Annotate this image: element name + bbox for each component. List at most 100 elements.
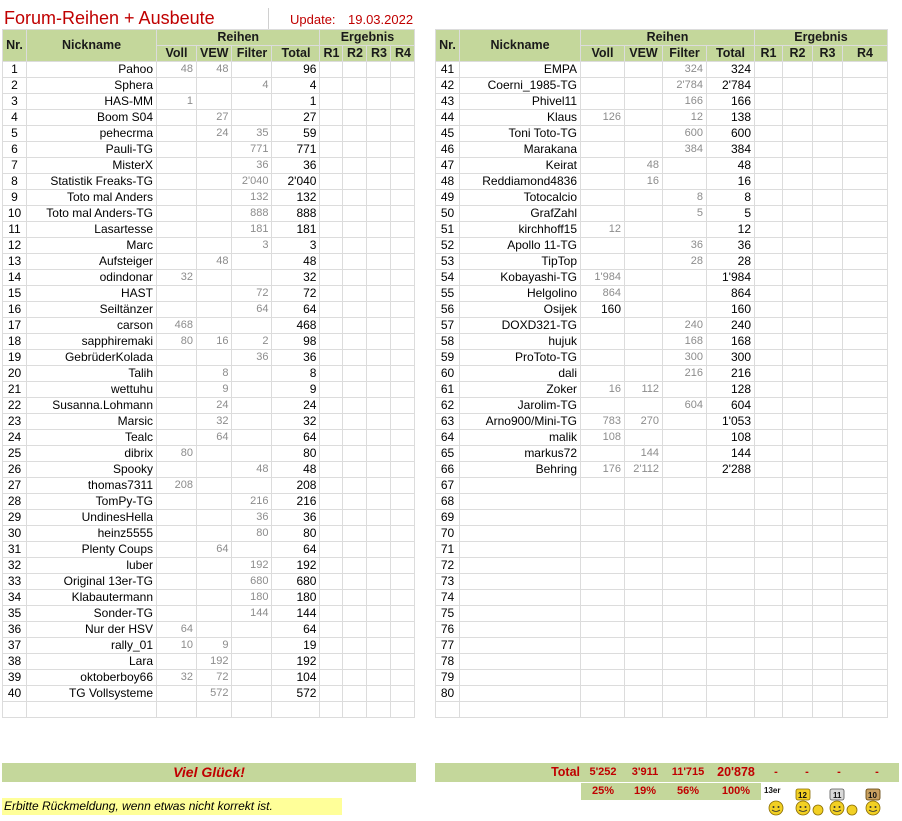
row-voll — [580, 477, 625, 494]
row-vew — [624, 365, 663, 382]
row-r4 — [390, 253, 416, 270]
row-nickname: Apollo 11-TG — [459, 237, 581, 254]
left-table: Nr. Nickname Reihen Ergebnis Voll VEW Fi… — [2, 29, 416, 718]
table-row: 30 heinz5555 80 80 — [2, 525, 416, 542]
row-nickname: Klaus — [459, 109, 581, 126]
row-r1 — [319, 365, 344, 382]
row-vew — [195, 205, 233, 222]
row-vew — [624, 685, 663, 702]
row-vew — [624, 205, 663, 222]
row-r1 — [319, 605, 344, 622]
feedback-note: Erbitte Rückmeldung, wenn etwas nicht ko… — [2, 798, 342, 815]
row-filter — [662, 669, 707, 686]
row-r2 — [782, 365, 813, 382]
row-r2 — [342, 685, 368, 702]
row-nr: 53 — [435, 253, 460, 270]
row-nickname: Marakana — [459, 141, 581, 158]
row-r4 — [390, 509, 416, 526]
row-nickname — [459, 637, 581, 654]
row-filter: 192 — [231, 557, 273, 574]
row-r4 — [390, 365, 416, 382]
row-vew — [624, 605, 663, 622]
table-row: 5 pehecrma 24 35 59 — [2, 125, 416, 142]
row-r4 — [842, 477, 888, 494]
row-voll — [580, 365, 625, 382]
row-nr: 24 — [2, 429, 27, 446]
row-r3 — [366, 685, 392, 702]
row-voll — [580, 557, 625, 574]
row-total: 138 — [706, 109, 755, 126]
table-row: 36 Nur der HSV 64 64 — [2, 621, 416, 638]
row-total: 144 — [271, 605, 321, 622]
row-r1 — [754, 493, 783, 510]
row-nickname: wettuhu — [26, 381, 157, 398]
row-total: 36 — [706, 237, 755, 254]
row-total: 28 — [706, 253, 755, 270]
row-filter: 36 — [231, 509, 273, 526]
row-total: 5 — [706, 205, 755, 222]
row-vew — [195, 77, 233, 94]
trophy-10-icon: 10 — [865, 788, 881, 816]
row-nr: 59 — [435, 349, 460, 366]
row-r1 — [319, 685, 344, 702]
table-row: 43 Phivel11 166 166 — [435, 93, 888, 110]
col-r2-header: R2 — [342, 45, 368, 62]
row-r3 — [812, 109, 843, 126]
page-title: Forum-Reihen + Ausbeute — [4, 8, 215, 28]
row-r2 — [342, 573, 368, 590]
row-r2 — [782, 125, 813, 142]
row-nr: 4 — [2, 109, 27, 126]
row-r3 — [366, 77, 392, 94]
table-row: 21 wettuhu 9 9 — [2, 381, 416, 398]
table-row: 69 — [435, 509, 888, 526]
table-row: 19 GebrüderKolada 36 36 — [2, 349, 416, 366]
table-row: 7 MisterX 36 36 — [2, 157, 416, 174]
row-r4 — [390, 525, 416, 542]
row-r3 — [812, 525, 843, 542]
row-vew — [195, 269, 233, 286]
row-nickname: dibrix — [26, 445, 157, 462]
row-nr: 8 — [2, 173, 27, 190]
row-voll: 32 — [156, 669, 197, 686]
row-r2 — [342, 461, 368, 478]
row-nr: 29 — [2, 509, 27, 526]
table-row: 32 luber 192 192 — [2, 557, 416, 574]
row-filter: 2'040 — [231, 173, 273, 190]
row-r2 — [342, 189, 368, 206]
row-r1 — [754, 381, 783, 398]
row-filter — [662, 221, 707, 238]
row-r3 — [366, 93, 392, 110]
row-nickname: luber — [26, 557, 157, 574]
row-r4 — [842, 61, 888, 78]
row-r1 — [319, 61, 344, 78]
table-row: 39 oktoberboy66 32 72 104 — [2, 669, 416, 686]
col-total-header: Total — [706, 45, 755, 62]
row-nr: 11 — [2, 221, 27, 238]
row-nr: 77 — [435, 637, 460, 654]
title-divider — [268, 8, 269, 30]
row-nr: 80 — [435, 685, 460, 702]
row-total: 300 — [706, 349, 755, 366]
row-filter — [662, 541, 707, 558]
row-r4 — [390, 237, 416, 254]
row-r1 — [754, 61, 783, 78]
row-voll — [156, 301, 197, 318]
row-r3 — [812, 141, 843, 158]
row-total: 1'053 — [706, 413, 755, 430]
table-row: 61 Zoker 16 112 128 — [435, 381, 888, 398]
row-r4 — [842, 189, 888, 206]
row-r4 — [390, 141, 416, 158]
percent-band: 25% 19% 56% 100% — [581, 783, 761, 800]
trophy-12-icon: 12 — [795, 788, 824, 816]
row-r2 — [782, 397, 813, 414]
row-r1 — [319, 333, 344, 350]
row-r4 — [842, 301, 888, 318]
row-vew — [624, 525, 663, 542]
row-r3 — [812, 269, 843, 286]
row-nickname: sapphiremaki — [26, 333, 157, 350]
row-nickname: Lasartesse — [26, 221, 157, 238]
row-voll — [156, 173, 197, 190]
row-nr: 55 — [435, 285, 460, 302]
row-filter — [231, 445, 273, 462]
row-r2 — [342, 557, 368, 574]
